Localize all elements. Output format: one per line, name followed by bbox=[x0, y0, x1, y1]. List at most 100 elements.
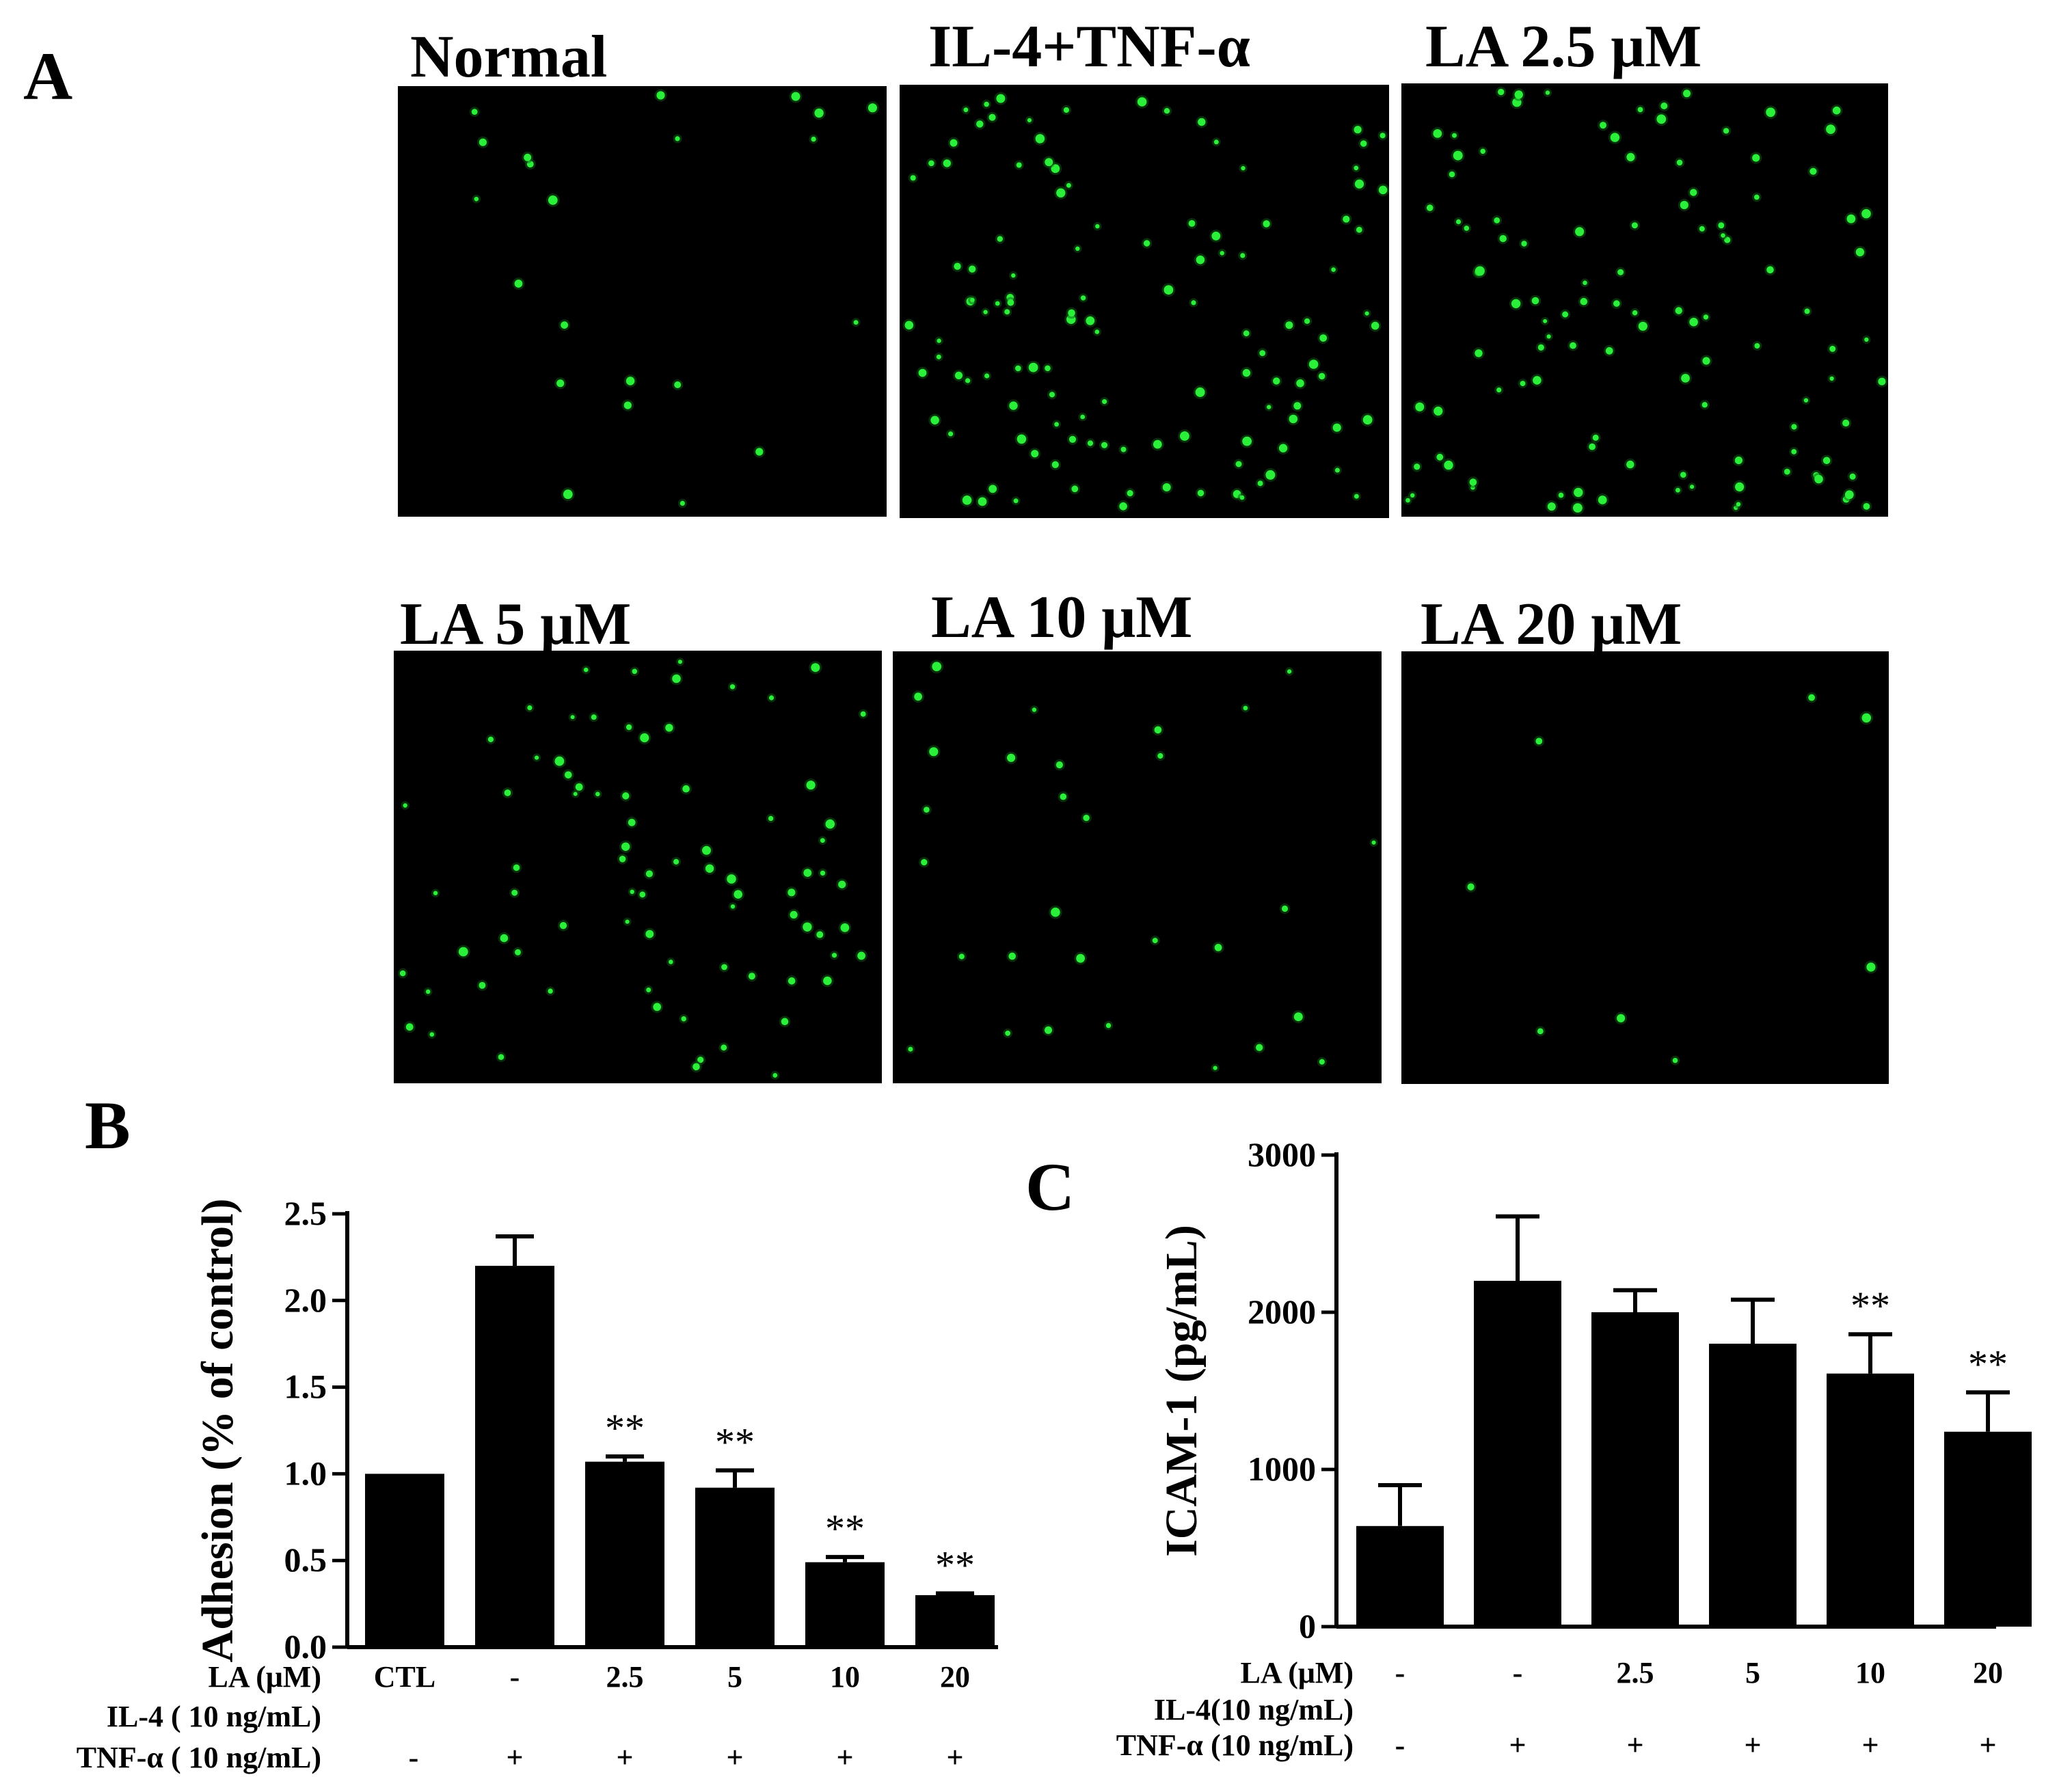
fluorescent-cell bbox=[692, 1063, 700, 1071]
fluorescent-cell bbox=[1702, 357, 1710, 365]
bar bbox=[805, 1562, 885, 1647]
fluorescent-cell bbox=[908, 1046, 913, 1052]
y-tick-label: 2.5 bbox=[284, 1194, 327, 1232]
fluorescent-cell bbox=[1734, 457, 1743, 465]
fluorescent-cell bbox=[1829, 376, 1834, 381]
fluorescent-cell bbox=[734, 890, 742, 899]
fluorescent-cell bbox=[1143, 240, 1151, 247]
fluorescent-cell bbox=[565, 771, 572, 779]
fluorescent-cell bbox=[1015, 365, 1021, 372]
fluorescent-cell bbox=[1263, 220, 1270, 228]
fluorescent-cell bbox=[625, 377, 635, 385]
fluorescent-cell bbox=[825, 819, 835, 829]
fluorescent-cell bbox=[1004, 309, 1010, 315]
significance-marker: ** bbox=[935, 1543, 975, 1587]
fluorescent-cell bbox=[1574, 487, 1583, 498]
fluorescent-cell bbox=[950, 139, 958, 147]
fluorescent-cell bbox=[1676, 159, 1683, 166]
fluorescent-cell bbox=[748, 973, 755, 980]
fluorescent-cell bbox=[1318, 372, 1326, 380]
micrograph-la-2-5-cells bbox=[1403, 86, 1888, 515]
bar bbox=[1827, 1373, 1914, 1627]
fluorescent-cell bbox=[1008, 952, 1016, 960]
significance-marker: ** bbox=[1968, 1342, 2008, 1386]
fluorescent-cell bbox=[511, 889, 518, 896]
fluorescent-cell bbox=[1265, 470, 1276, 480]
fluorescent-cell bbox=[1086, 316, 1095, 325]
fluorescent-cell bbox=[1475, 266, 1485, 276]
fluorescent-cell bbox=[1319, 334, 1328, 342]
fluorescent-cell bbox=[928, 160, 934, 167]
fluorescent-cell bbox=[640, 733, 649, 743]
micrograph-normal-cells bbox=[469, 89, 879, 508]
fluorescent-cell bbox=[1031, 450, 1039, 458]
fluorescent-cell bbox=[1354, 126, 1362, 134]
bar bbox=[1474, 1281, 1561, 1627]
fluorescent-cell bbox=[1054, 422, 1059, 427]
image-title-la-20: LA 20 μM bbox=[1421, 591, 1682, 657]
micrograph-la-10-cells bbox=[906, 660, 1378, 1072]
fluorescent-cell bbox=[1791, 424, 1797, 430]
fluorescent-cell bbox=[1102, 399, 1107, 405]
y-tick-label: 0.0 bbox=[284, 1627, 327, 1666]
fluorescent-cell bbox=[1378, 185, 1388, 195]
fluorescent-cell bbox=[816, 931, 824, 938]
fluorescent-cell bbox=[474, 196, 479, 202]
fluorescent-cell bbox=[1617, 269, 1624, 275]
fluorescent-cell bbox=[788, 977, 796, 985]
fluorescent-cell bbox=[1163, 285, 1174, 295]
fluorescent-cell bbox=[1721, 233, 1725, 238]
fluorescent-cell bbox=[988, 113, 996, 121]
fluorescent-cell bbox=[1444, 460, 1453, 470]
treatment-row-label: TNF-α (10 ng/mL) bbox=[1116, 1728, 1354, 1762]
fluorescent-cell bbox=[1214, 944, 1222, 951]
fluorescent-cell bbox=[554, 756, 565, 766]
fluorescent-cell bbox=[1570, 342, 1576, 349]
treatment-value: 10 bbox=[830, 1660, 860, 1694]
treatment-value: + bbox=[1626, 1728, 1643, 1762]
fluorescent-cell bbox=[996, 94, 1006, 103]
fluorescent-cell bbox=[1878, 377, 1886, 385]
fluorescent-cell bbox=[1080, 295, 1086, 301]
treatment-value: - bbox=[409, 1741, 419, 1774]
fluorescent-cell bbox=[1239, 495, 1245, 500]
fluorescent-cell bbox=[645, 930, 654, 938]
fluorescent-cell bbox=[788, 888, 796, 897]
fluorescent-cell bbox=[857, 951, 865, 960]
fluorescent-cell bbox=[1197, 489, 1205, 497]
fluorescent-cell bbox=[561, 321, 568, 329]
fluorescent-cell bbox=[1452, 133, 1457, 138]
treatment-value: + bbox=[726, 1741, 743, 1774]
fluorescent-cell bbox=[1469, 478, 1477, 486]
fluorescent-cell bbox=[1211, 231, 1221, 241]
bar bbox=[1944, 1431, 2032, 1627]
fluorescent-cell bbox=[1436, 453, 1444, 461]
fluorescent-cell bbox=[1119, 502, 1127, 511]
fluorescent-cell bbox=[669, 960, 673, 964]
fluorescent-cell bbox=[918, 368, 927, 377]
fluorescent-cell bbox=[625, 724, 632, 731]
bar bbox=[585, 1461, 664, 1647]
fluorescent-cell bbox=[1334, 467, 1340, 473]
image-title-normal: Normal bbox=[410, 24, 608, 90]
treatment-row-label: LA (μM) bbox=[208, 1660, 321, 1694]
fluorescent-cell bbox=[524, 153, 532, 161]
fluorescent-cell bbox=[995, 301, 1000, 306]
fluorescent-cell bbox=[831, 953, 837, 958]
fluorescent-cell bbox=[1354, 493, 1359, 499]
fluorescent-cell bbox=[1243, 705, 1248, 711]
fluorescent-cell bbox=[1537, 1028, 1544, 1035]
y-tick-label: 2.0 bbox=[284, 1281, 327, 1319]
fluorescent-cell bbox=[1105, 1022, 1112, 1029]
fluorescent-cell bbox=[1095, 223, 1100, 229]
fluorescent-cell bbox=[433, 891, 438, 895]
fluorescent-cell bbox=[954, 262, 961, 270]
fluorescent-cell bbox=[1360, 140, 1367, 147]
fluorescent-cell bbox=[1535, 737, 1543, 745]
fluorescent-cell bbox=[1180, 431, 1189, 441]
fluorescent-cell bbox=[1832, 106, 1841, 115]
fluorescent-cell bbox=[563, 489, 573, 500]
fluorescent-cell bbox=[1243, 330, 1250, 337]
fluorescent-cell bbox=[814, 108, 824, 118]
fluorescent-cell bbox=[730, 904, 736, 909]
